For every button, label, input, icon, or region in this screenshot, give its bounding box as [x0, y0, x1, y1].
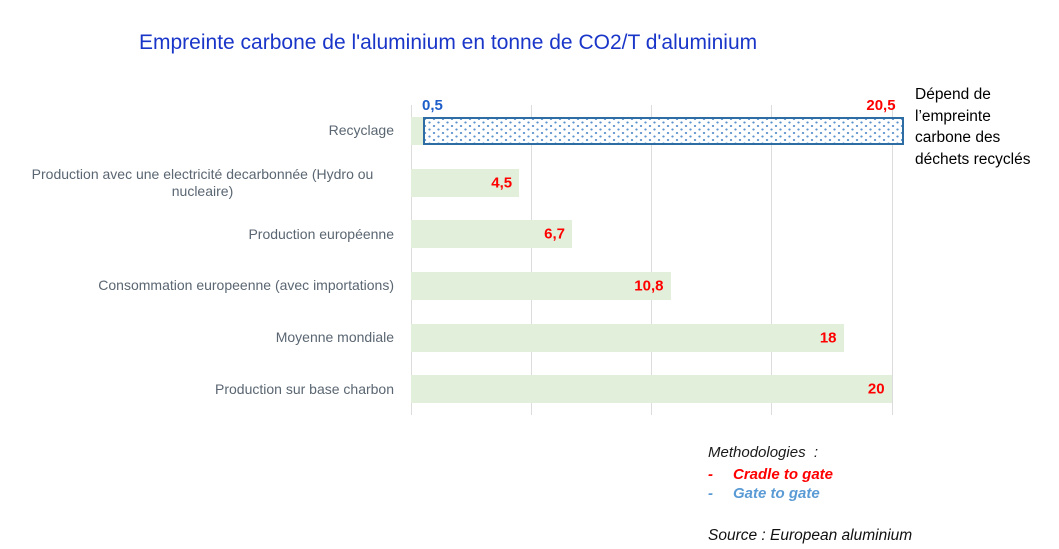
bar-consommation-europeenne: 10,8	[411, 271, 671, 300]
value-label: 6,7	[544, 225, 565, 243]
legend-item-gate-to-gate: - Gate to gate	[708, 484, 833, 503]
category-label: Production sur base charbon	[215, 380, 394, 397]
bar-production-europeenne: 6,7	[411, 220, 572, 249]
gridline	[771, 105, 773, 415]
value-label: 4,5	[491, 174, 513, 191]
gridline	[531, 105, 533, 415]
category-label: Production avec une electricité decarbon…	[31, 165, 374, 199]
chart-row: 18	[411, 312, 906, 364]
category-label: Production européenne	[248, 225, 394, 242]
category-label: Recyclage	[328, 122, 394, 139]
plot-area: 0,5 20,5 4,5 6,7 10,8	[411, 97, 906, 415]
bar-electricite-decarbonnee: 4,5	[411, 168, 520, 197]
chart-row: 4,5	[411, 157, 906, 209]
source-caption: Source : European aluminium	[708, 527, 913, 544]
legend-heading: Methodologies :	[708, 444, 819, 461]
dash-bullet: -	[708, 466, 713, 483]
value-label: 20	[867, 380, 885, 398]
category-labels: Recyclage Production avec une electricit…	[0, 105, 403, 415]
recyclage-annotation: Dépend de l’empreinte carbone des déchet…	[915, 86, 1031, 168]
value-label: 10,8	[634, 277, 664, 295]
chart-row: 10,8	[411, 260, 906, 312]
legend-item-label: Cradle to gate	[733, 466, 834, 483]
gridline	[651, 105, 653, 415]
bar-rows: 0,5 20,5 4,5 6,7 10,8	[411, 97, 906, 415]
bar-recyclage-range: 0,5 20,5	[422, 97, 904, 145]
value-label: 18	[819, 329, 837, 347]
legend-item-label: Gate to gate	[733, 485, 820, 502]
bar-recyclage-base	[411, 116, 423, 145]
chart-row: 20	[411, 363, 906, 415]
chart-title: Empreinte carbone de l'aluminium en tonn…	[139, 31, 758, 54]
category-label: Consommation europeenne (avec importatio…	[98, 277, 394, 294]
value-label-start: 0,5	[422, 96, 443, 114]
value-label-end: 20,5	[866, 96, 896, 114]
gridline	[411, 105, 412, 415]
gridlines	[411, 105, 906, 415]
chart-row: 6,7	[411, 208, 906, 260]
gridline	[891, 105, 893, 415]
chart-row-recyclage: 0,5 20,5	[411, 97, 906, 157]
legend-item-cradle-to-gate: - Cradle to gate	[708, 465, 833, 484]
dash-bullet: -	[708, 485, 713, 502]
bar-base-charbon: 20	[411, 375, 892, 404]
methodologies-legend: Methodologies : - Cradle to gate - Gate …	[708, 444, 833, 503]
category-label: Moyenne mondiale	[275, 329, 394, 346]
bar-moyenne-mondiale: 18	[411, 323, 844, 352]
